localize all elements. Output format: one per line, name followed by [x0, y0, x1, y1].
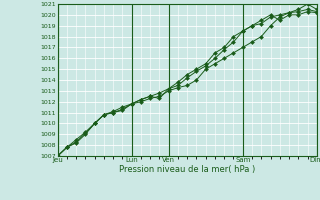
X-axis label: Pression niveau de la mer( hPa ): Pression niveau de la mer( hPa )	[119, 165, 255, 174]
